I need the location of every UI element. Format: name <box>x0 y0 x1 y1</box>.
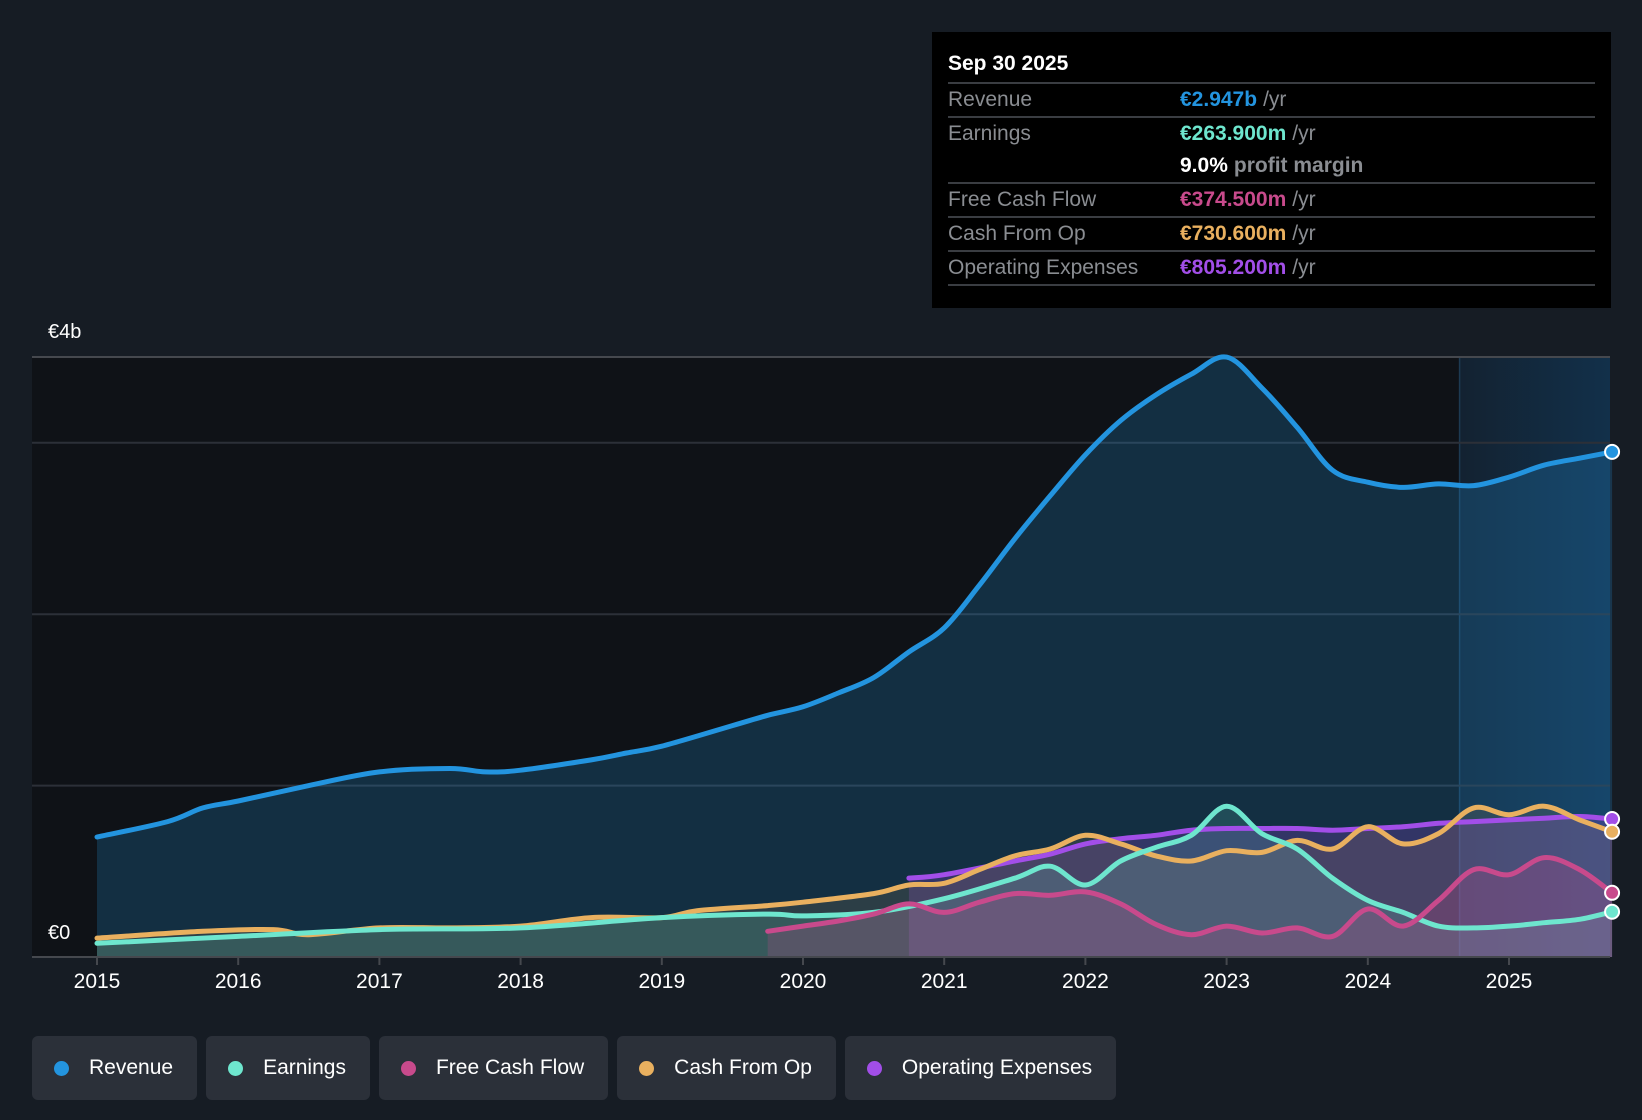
line-earnings <box>94 803 1615 946</box>
end-marker-revenue <box>1604 443 1621 460</box>
tooltip-row-earnings: Earnings €263.900m /yr <box>948 118 1595 150</box>
end-marker-earnings <box>1604 903 1621 920</box>
tooltip: Sep 30 2025 Revenue €2.947b /yr Earnings… <box>932 32 1611 308</box>
x-tick-label: 2016 <box>214 970 262 993</box>
tooltip-label: Revenue <box>948 88 1033 111</box>
legend-dot-icon <box>866 1060 882 1076</box>
legend-label: Earnings <box>263 1056 346 1079</box>
area-operating-expenses <box>908 816 1613 957</box>
line-free-cash-flow <box>765 855 1615 940</box>
legend-dot-icon <box>400 1060 416 1076</box>
tooltip-row-opex: Operating Expenses €805.200m /yr <box>948 252 1595 286</box>
x-tick-label: 2020 <box>779 970 827 993</box>
line-revenue <box>94 354 1615 840</box>
tooltip-unit: /yr <box>1292 222 1316 245</box>
end-marker-cash-from-op <box>1604 823 1621 840</box>
tooltip-date: Sep 30 2025 <box>948 48 1595 84</box>
legend-label: Free Cash Flow <box>435 1056 585 1079</box>
x-tick-label: 2023 <box>1203 970 1250 993</box>
profit-margin-value: 9.0% <box>1180 154 1228 177</box>
legend-item-revenue[interactable]: Revenue <box>32 1036 198 1100</box>
tooltip-value: €730.600m <box>1180 222 1287 245</box>
tooltip-unit: /yr <box>1292 188 1316 211</box>
tooltip-value: €2.947b <box>1180 88 1258 111</box>
area-free-cash-flow <box>767 857 1613 957</box>
legend-item-free-cash-flow[interactable]: Free Cash Flow <box>378 1036 609 1100</box>
tooltip-unit: /yr <box>1292 122 1316 145</box>
legend-dot-icon <box>228 1060 244 1076</box>
x-tick-label: 2018 <box>497 970 544 993</box>
x-tick-label: 2024 <box>1344 970 1392 993</box>
x-tick-label: 2021 <box>920 970 968 993</box>
legend-label: Revenue <box>89 1056 174 1079</box>
legend: Revenue Earnings Free Cash Flow Cash Fro… <box>32 1036 1117 1100</box>
line-operating-expenses <box>906 813 1615 881</box>
y-axis-label-max: €4b <box>48 321 82 343</box>
x-tick-label: 2022 <box>1062 970 1109 993</box>
tooltip-label <box>948 150 1180 182</box>
x-tick-label: 2019 <box>638 970 686 993</box>
area-earnings <box>97 806 1613 957</box>
tooltip-row-fcf: Free Cash Flow €374.500m /yr <box>948 184 1595 218</box>
tooltip-label: Operating Expenses <box>948 256 1139 279</box>
tooltip-row-margin: 9.0% profit margin <box>948 150 1595 184</box>
legend-dot-icon <box>54 1060 69 1076</box>
tooltip-label: Cash From Op <box>948 222 1086 245</box>
tooltip-unit: /yr <box>1263 88 1287 111</box>
area-cash-from-op <box>97 806 1613 957</box>
legend-dot-icon <box>639 1060 655 1076</box>
x-tick-label: 2017 <box>356 970 403 993</box>
y-axis-label-zero: €0 <box>48 922 71 944</box>
tooltip-row-cfo: Cash From Op €730.600m /yr <box>948 218 1595 252</box>
x-tick-label: 2025 <box>1485 970 1533 993</box>
tooltip-unit: /yr <box>1292 256 1316 279</box>
tooltip-value: €263.900m <box>1180 122 1287 145</box>
tooltip-value: €374.500m <box>1180 188 1287 211</box>
legend-item-cash-from-op[interactable]: Cash From Op <box>617 1036 836 1100</box>
legend-label: Operating Expenses <box>901 1056 1093 1079</box>
end-marker-free-cash-flow <box>1604 884 1621 901</box>
tooltip-label: Earnings <box>948 122 1031 145</box>
legend-label: Cash From Op <box>674 1056 812 1079</box>
profit-margin-text: profit margin <box>1233 154 1364 177</box>
tooltip-label: Free Cash Flow <box>948 188 1097 211</box>
tooltip-row-revenue: Revenue €2.947b /yr <box>948 84 1595 118</box>
tooltip-value: €805.200m <box>1180 256 1287 279</box>
legend-item-operating-expenses[interactable]: Operating Expenses <box>844 1036 1117 1100</box>
legend-item-earnings[interactable]: Earnings <box>206 1036 370 1100</box>
plot-background <box>32 357 1460 957</box>
x-tick-label: 2015 <box>73 970 121 993</box>
